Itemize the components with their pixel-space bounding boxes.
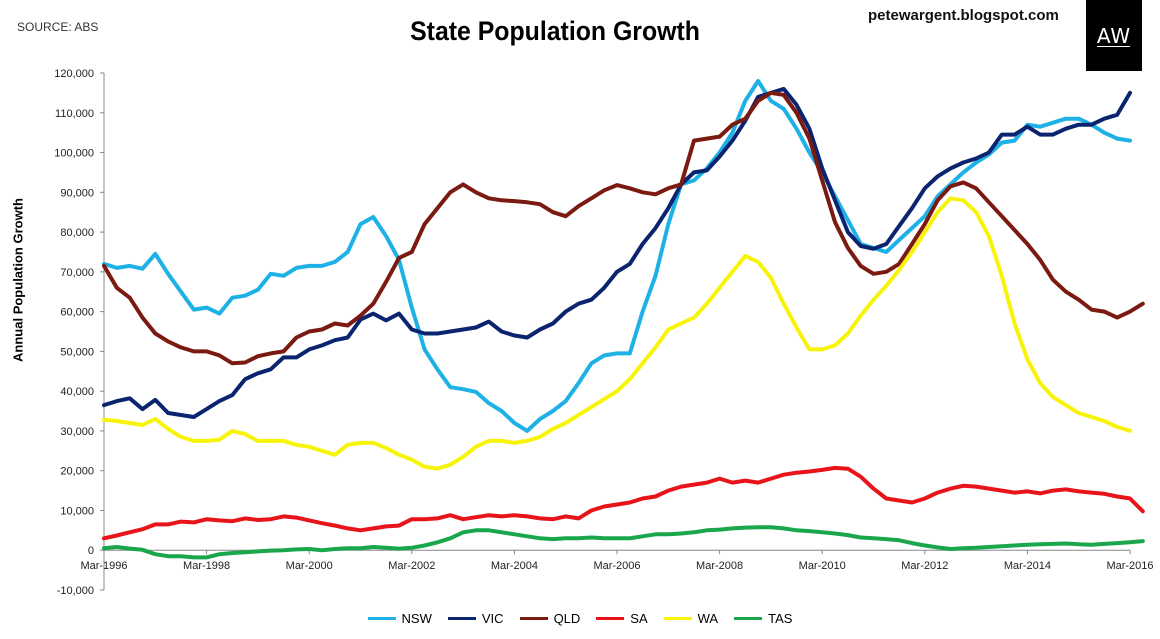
x-tick-label: Mar-2000 (286, 560, 333, 572)
y-tick-label: 120,000 (54, 68, 94, 80)
legend-swatch (367, 617, 396, 620)
y-tick-label: 100,000 (54, 148, 94, 160)
legend-label: VIC (481, 611, 504, 626)
y-tick-label: 90,000 (60, 187, 94, 199)
x-tick-label: Mar-2012 (901, 560, 948, 572)
y-tick-label: -10,000 (57, 585, 94, 597)
legend-item-vic: VIC (447, 611, 504, 626)
line-chart: -10,000 0 10,000 20,000 30,000 40,000 50,000 60… (54, 68, 1153, 597)
legend-swatch (447, 617, 476, 620)
legend-label: QLD (553, 611, 581, 626)
legend-swatch (519, 617, 548, 620)
x-tick-label: Mar-2010 (799, 560, 846, 572)
y-tick-label: 80,000 (60, 227, 94, 239)
logo-underline (1097, 46, 1130, 47)
y-tick-label: 60,000 (60, 307, 94, 319)
x-tick-label: Mar-1996 (80, 560, 127, 572)
legend-item-wa: WA (663, 611, 719, 626)
series-line-qld (102, 90, 1145, 366)
y-tick-label: 30,000 (60, 426, 94, 438)
legend-label: SA (630, 611, 648, 626)
chart-legend: NSW VIC QLD SA WA TAS (0, 611, 1160, 626)
blog-url[interactable]: petewargent.blogspot.com (868, 7, 1059, 24)
y-tick-label: 70,000 (60, 267, 94, 279)
y-tick-label: 10,000 (60, 505, 94, 517)
legend-swatch (734, 617, 763, 620)
legend-swatch (596, 617, 625, 620)
series-line-nsw (102, 79, 1132, 433)
chart-title: State Population Growth (410, 16, 700, 46)
legend-swatch (663, 617, 692, 620)
aw-logo: AW (1086, 0, 1142, 71)
x-tick-label: Mar-2002 (388, 560, 435, 572)
legend-label: WA (697, 611, 719, 626)
legend-item-sa: SA (596, 611, 648, 626)
legend-label: NSW (401, 611, 432, 626)
y-tick-label: 40,000 (60, 386, 94, 398)
x-tick-label: Mar-1998 (183, 560, 230, 572)
legend-item-tas: TAS (734, 611, 792, 626)
x-tick-label: Mar-2004 (491, 560, 538, 572)
y-tick-label: 110,000 (55, 108, 94, 120)
y-tick-label: 50,000 (60, 346, 94, 358)
x-tick-label: Mar-2006 (593, 560, 640, 572)
series-line-sa (102, 465, 1145, 541)
legend-item-nsw: NSW (367, 611, 432, 626)
series-line-vic (102, 86, 1132, 419)
x-tick-label: Mar-2008 (696, 560, 743, 572)
y-tick-label: 20,000 (60, 466, 94, 478)
x-tick-label: Mar-2014 (1004, 560, 1051, 572)
legend-label: TAS (768, 611, 793, 626)
series-line-tas (102, 525, 1145, 560)
source-note: SOURCE: ABS (17, 20, 99, 34)
legend-item-qld: QLD (519, 611, 581, 626)
x-tick-label: Mar-2016 (1106, 560, 1153, 572)
series-line-wa (102, 196, 1132, 471)
y-tick-label: 0 (88, 545, 94, 557)
